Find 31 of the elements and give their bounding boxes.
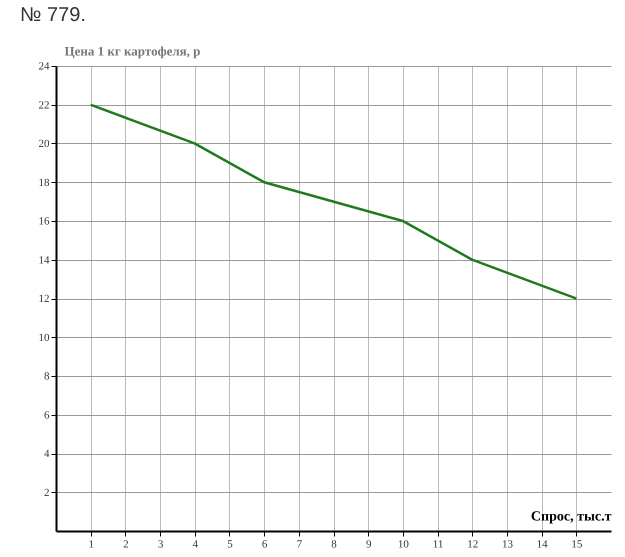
- x-tick-label: 14: [536, 538, 548, 550]
- y-tick-label: 20: [38, 138, 50, 150]
- y-tick-label: 8: [44, 370, 50, 382]
- y-tick-label: 2: [44, 486, 50, 499]
- x-tick-label: 7: [296, 538, 303, 550]
- line-series: [89, 104, 578, 300]
- y-tick-label: 4: [44, 448, 50, 460]
- y-axis-title: Цена 1 кг картофеля, р: [64, 44, 200, 58]
- x-axis-title: Спрос, тыс.т: [530, 510, 612, 524]
- y-tick-label: 24: [38, 60, 50, 72]
- x-tick-label: 12: [467, 538, 478, 550]
- y-tick-label: 22: [38, 99, 50, 112]
- y-tick-label: 12: [38, 293, 50, 305]
- x-tick-label: 6: [262, 538, 268, 550]
- y-tick-label: 18: [38, 176, 50, 189]
- x-tick-label: 15: [571, 538, 583, 550]
- x-tick-label: 13: [502, 538, 514, 550]
- x-tick-label: 3: [158, 538, 164, 550]
- y-tick-label: 10: [38, 332, 50, 344]
- x-tick-label: 4: [192, 538, 198, 550]
- text: № 779.: [20, 4, 86, 26]
- x-tick-label: 1: [88, 538, 94, 550]
- x-tick-label: 11: [432, 538, 444, 550]
- x-tick-label: 8: [331, 538, 338, 550]
- y-tick-label: 16: [38, 216, 50, 228]
- y-tick-label: 6: [44, 409, 50, 422]
- y-tick-label: 14: [38, 254, 50, 266]
- x-tick-label: 9: [366, 538, 372, 550]
- x-tick-label: 2: [123, 538, 129, 550]
- x-tick-label: 10: [398, 538, 410, 550]
- x-tick-label: 5: [227, 538, 234, 550]
